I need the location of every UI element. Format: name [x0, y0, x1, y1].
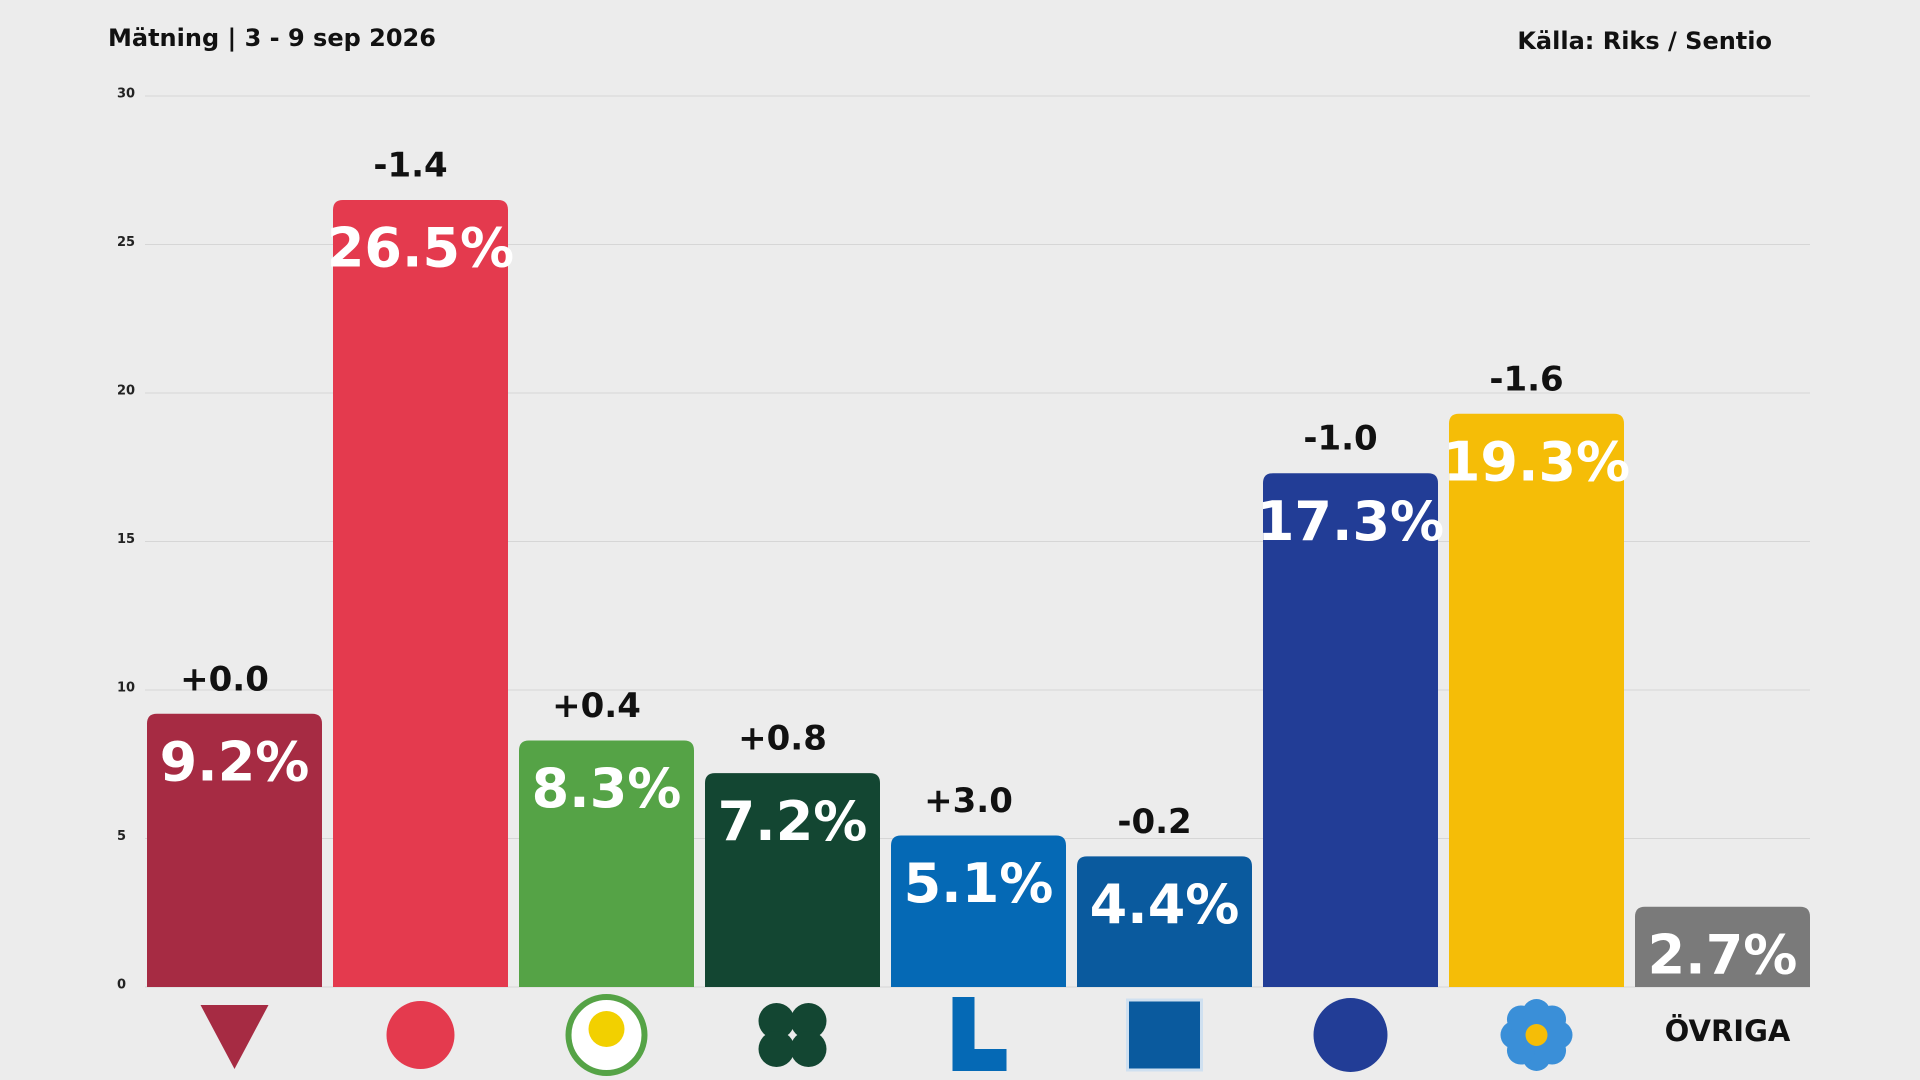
- y-tick-label: 10: [117, 681, 135, 696]
- bar: [147, 713, 322, 987]
- value-label: 26.5%: [327, 217, 514, 280]
- value-label: 9.2%: [160, 730, 310, 793]
- y-tick-label: 30: [117, 87, 135, 102]
- bar: [1263, 473, 1438, 987]
- value-label: 4.4%: [1090, 873, 1240, 936]
- y-tick-label: 25: [117, 235, 135, 250]
- logo-shape: [200, 1005, 269, 1069]
- logo-shape: [758, 1003, 795, 1039]
- party-logo: [1126, 998, 1203, 1072]
- party-logo: [758, 1003, 827, 1067]
- value-label: 17.3%: [1257, 490, 1444, 553]
- bar: [1077, 856, 1252, 987]
- party-logo: [200, 1005, 269, 1069]
- y-tick-label: 20: [117, 384, 135, 399]
- bar: [333, 199, 508, 987]
- logo-shape: [758, 1031, 795, 1067]
- change-label: +0.8: [738, 719, 827, 759]
- change-label: -1.4: [373, 145, 447, 185]
- value-label: 7.2%: [718, 790, 868, 853]
- y-tick-label: 0: [117, 978, 126, 993]
- party-logo: [565, 994, 648, 1076]
- y-tick-label: 5: [117, 829, 126, 844]
- change-label: +0.0: [180, 659, 269, 699]
- logo-shape: [588, 1011, 625, 1047]
- logo-shape: [1313, 998, 1388, 1072]
- y-tick-label: 15: [117, 532, 135, 547]
- change-label: +3.0: [924, 781, 1013, 821]
- logo-shape: [1126, 998, 1203, 1072]
- bar: [1635, 906, 1810, 987]
- logo-shape: [1538, 1005, 1567, 1034]
- change-label: -0.2: [1117, 802, 1191, 842]
- party-logo: [386, 1001, 455, 1069]
- value-label: 8.3%: [532, 757, 682, 820]
- change-label: -1.0: [1303, 419, 1377, 459]
- chart-title: Mätning | 3 - 9 sep 2026: [108, 24, 436, 52]
- change-label: +0.4: [552, 686, 641, 726]
- party-logo: [1500, 999, 1573, 1071]
- bar: [705, 773, 880, 987]
- change-label: -1.6: [1489, 359, 1563, 399]
- party-logo: [952, 997, 1007, 1071]
- logo-shape: [952, 997, 1007, 1071]
- x-tick-label: ÖVRIGA: [1665, 1014, 1791, 1048]
- logo-shape: [790, 1003, 827, 1039]
- party-logo: [1313, 998, 1388, 1072]
- logo-shape: [386, 1001, 455, 1069]
- value-label: 5.1%: [904, 852, 1054, 915]
- logo-shape: [790, 1031, 827, 1067]
- value-label: 19.3%: [1443, 430, 1630, 493]
- source: Källa: Riks / Sentio: [1517, 27, 1772, 55]
- bar: [1449, 413, 1624, 987]
- logo-shape: [1525, 1024, 1548, 1046]
- bar: [891, 835, 1066, 987]
- bar: [519, 740, 694, 987]
- value-label: 2.7%: [1648, 923, 1798, 986]
